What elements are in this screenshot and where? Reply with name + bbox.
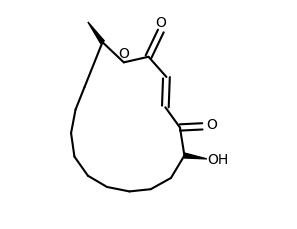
Text: O: O <box>119 47 129 61</box>
Text: O: O <box>206 117 217 131</box>
Polygon shape <box>88 23 104 44</box>
Text: OH: OH <box>207 152 228 166</box>
Polygon shape <box>184 153 207 159</box>
Text: O: O <box>155 16 166 30</box>
